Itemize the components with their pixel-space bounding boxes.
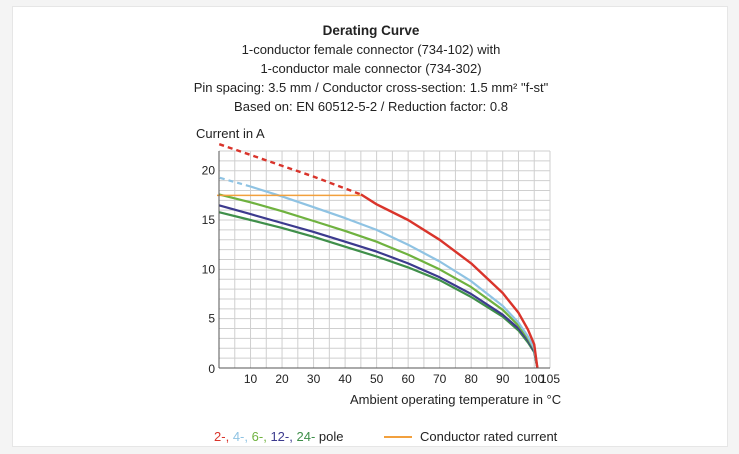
x-tick-label: 80	[465, 372, 479, 386]
chart-subtitle-4: Based on: EN 60512-5-2 / Reduction facto…	[234, 99, 508, 114]
series-24-line	[218, 211, 539, 369]
x-tick-label: 40	[338, 372, 352, 386]
origin-tick-label: 0	[208, 362, 215, 376]
y-tick-label: 20	[202, 164, 216, 178]
legend-pole-12: 12-	[270, 429, 290, 444]
legend-pole-2: 2-	[214, 429, 226, 444]
series-24-extrapolated	[217, 210, 220, 214]
series-12-extrapolated	[217, 203, 220, 207]
legend-rated: Conductor rated current	[384, 429, 557, 444]
rated-current-swatch	[384, 435, 412, 438]
series-2-extrapolated	[217, 142, 362, 196]
chart-subtitle-2: 1-conductor male connector (734-302)	[260, 61, 482, 76]
x-tick-label: 10	[244, 372, 258, 386]
series-6-line	[218, 193, 539, 369]
legend-pole-6: 6-	[251, 429, 264, 444]
x-tick-label: 20	[275, 372, 289, 386]
x-tick-label: 50	[370, 372, 384, 386]
chart-subtitle-3: Pin spacing: 3.5 mm / Conductor cross-se…	[193, 80, 549, 95]
legend: 2-, 4-, 6-, 12-, 24- pole Conductor rate…	[13, 429, 729, 447]
x-tick-label: 60	[401, 372, 415, 386]
legend-poles: 2-, 4-, 6-, 12-, 24- pole	[214, 429, 344, 444]
y-tick-label: 10	[202, 262, 216, 276]
grid	[219, 150, 551, 368]
chart-card: Derating Curve 1-conductor female connec…	[12, 6, 728, 447]
series-12-line	[218, 204, 539, 369]
x-axis-label: Ambient operating temperature in °C	[350, 392, 561, 407]
series-4-line	[250, 185, 539, 369]
y-tick-label: 15	[202, 213, 216, 227]
legend-pole-4: 4-	[232, 429, 245, 444]
series-4-extrapolated	[217, 175, 251, 188]
legend-pole-24: 24-	[296, 429, 316, 444]
x-tick-label: 100	[524, 372, 544, 386]
x-tick-label: 90	[496, 372, 510, 386]
legend-rated-label: Conductor rated current	[420, 429, 558, 444]
series-layer	[217, 142, 539, 369]
legend-pole-suffix: pole	[318, 429, 344, 444]
x-tick-label: 70	[433, 372, 447, 386]
x-tick-label: 105	[540, 372, 560, 386]
y-tick-label: 5	[208, 312, 215, 326]
y-axis-label: Current in A	[196, 126, 265, 141]
x-tick-label: 30	[307, 372, 321, 386]
chart-subtitle-1: 1-conductor female connector (734-102) w…	[241, 42, 501, 57]
chart-title: Derating Curve	[322, 23, 420, 38]
chart-header: Derating Curve 1-conductor female connec…	[13, 21, 729, 116]
series-6-extrapolated	[217, 192, 220, 196]
derating-plot: Current in A Ambient operating temperatu…	[196, 126, 561, 407]
series-2-line	[360, 193, 539, 369]
